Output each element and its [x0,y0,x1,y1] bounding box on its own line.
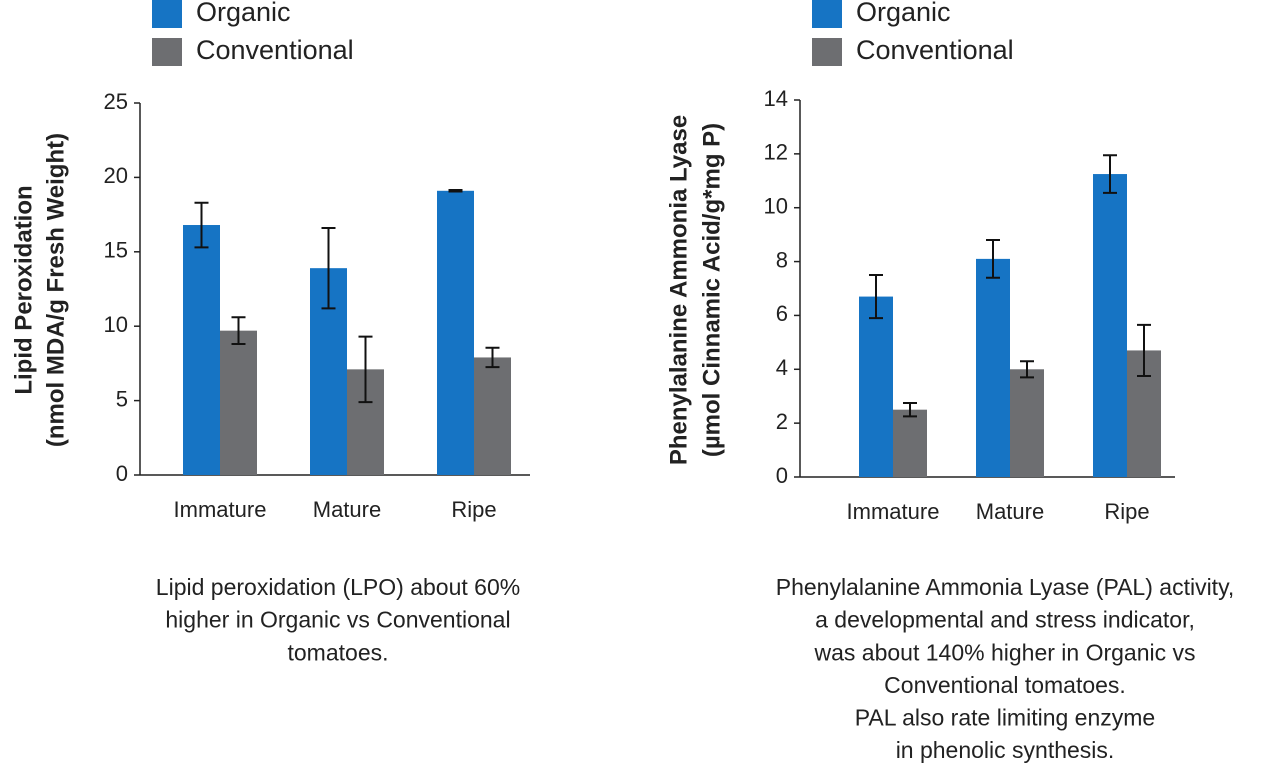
legend-label: Organic [196,0,291,27]
y-tick-label: 6 [776,301,788,326]
bar [976,258,1010,477]
legend-swatch [812,0,842,28]
y-tick-label: 0 [776,463,788,488]
y-axis-label: Phenylalanine Ammonia Lyase [665,115,692,465]
y-tick-label: 25 [104,89,128,114]
legend-swatch [152,0,182,28]
caption: Phenylalanine Ammonia Lyase (PAL) activi… [776,574,1235,600]
y-tick-label: 12 [764,140,788,165]
bar [437,190,474,476]
error-bar [986,239,1000,279]
bar [893,409,927,477]
y-tick-label: 0 [116,461,128,486]
legend-swatch [812,38,842,66]
error-bar [448,189,463,193]
y-axis-label: Lipid Peroxidation [10,185,37,394]
legend-label: Conventional [196,35,354,65]
x-tick-label: Mature [976,499,1044,524]
caption: tomatoes. [288,639,389,665]
error-bar [1020,360,1034,379]
legend-label: Organic [856,0,951,27]
caption: Lipid peroxidation (LPO) about 60% [156,574,520,600]
y-tick-label: 20 [104,163,128,188]
bar [1010,369,1044,477]
bar [220,330,257,475]
x-tick-label: Mature [313,497,381,522]
error-bar [1103,154,1117,194]
caption: higher in Organic vs Conventional [165,607,510,633]
legend-label: Conventional [856,35,1014,65]
y-tick-label: 4 [776,355,788,380]
caption: a developmental and stress indicator, [815,607,1195,633]
bar [474,357,511,475]
error-bar [485,346,500,369]
caption: Conventional tomatoes. [884,672,1126,698]
error-bar [1137,323,1151,378]
bar [1093,174,1127,477]
y-tick-label: 14 [764,86,788,111]
error-bar [903,401,917,418]
x-tick-label: Ripe [1104,499,1149,524]
bar [859,296,893,477]
y-tick-label: 5 [116,386,128,411]
x-tick-label: Ripe [451,497,496,522]
caption: in phenolic synthesis. [896,737,1115,763]
caption: PAL also rate limiting enzyme [855,704,1155,730]
legend-swatch [152,38,182,66]
error-bar [358,335,373,404]
y-axis-label: (nmol MDA/g Fresh Weight) [42,133,69,447]
error-bar [869,274,883,320]
error-bar [321,226,336,310]
y-tick-label: 10 [104,312,128,337]
error-bar [194,201,209,249]
caption: was about 140% higher in Organic vs [814,639,1196,665]
y-tick-label: 10 [764,194,788,219]
y-axis-label: (µmol Cinnamic Acid/g*mg P) [698,123,725,457]
x-tick-label: Immature [847,499,940,524]
y-tick-label: 15 [104,238,128,263]
bar [183,225,220,475]
y-tick-label: 8 [776,247,788,272]
y-tick-label: 2 [776,409,788,434]
x-tick-label: Immature [174,497,267,522]
error-bar [231,316,246,346]
